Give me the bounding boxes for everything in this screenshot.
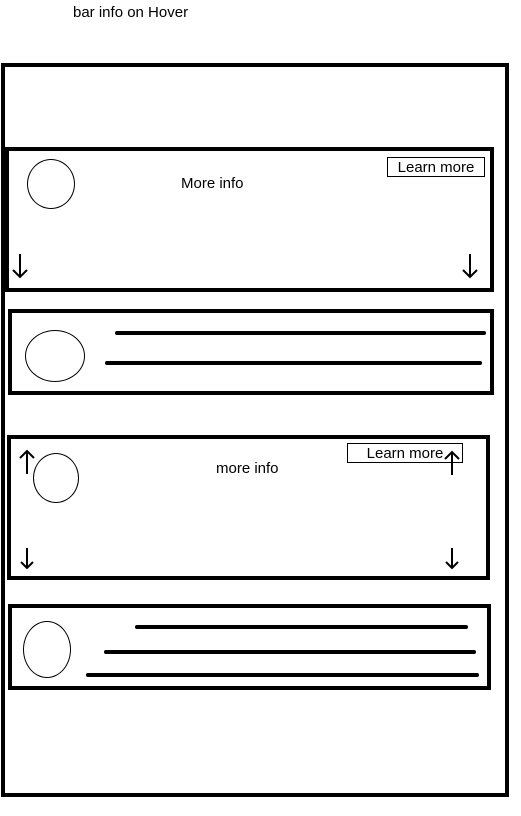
avatar bbox=[27, 159, 75, 209]
down-arrow-icon[interactable] bbox=[442, 544, 462, 572]
learn-more-button[interactable]: Learn more bbox=[347, 443, 463, 463]
down-arrow-icon[interactable] bbox=[17, 544, 37, 572]
avatar bbox=[23, 621, 71, 678]
avatar bbox=[25, 330, 85, 382]
collapsed-card-2[interactable] bbox=[8, 309, 494, 395]
up-arrow-icon[interactable] bbox=[17, 448, 37, 476]
text-placeholder-bar bbox=[105, 361, 482, 365]
down-arrow-icon[interactable] bbox=[460, 252, 480, 280]
text-placeholder-bar bbox=[86, 673, 479, 677]
avatar bbox=[33, 453, 79, 503]
collapsed-card-4[interactable] bbox=[8, 604, 491, 690]
learn-more-button[interactable]: Learn more bbox=[387, 157, 485, 177]
card-info-text: more info bbox=[216, 460, 279, 477]
page-title: bar info on Hover bbox=[73, 4, 189, 21]
text-placeholder-bar bbox=[104, 650, 476, 654]
card-info-text: More info bbox=[181, 175, 244, 192]
up-arrow-icon[interactable] bbox=[442, 449, 462, 477]
phone-frame bbox=[1, 63, 509, 797]
down-arrow-icon[interactable] bbox=[10, 252, 30, 280]
text-placeholder-bar bbox=[115, 331, 486, 335]
text-placeholder-bar bbox=[135, 625, 468, 629]
